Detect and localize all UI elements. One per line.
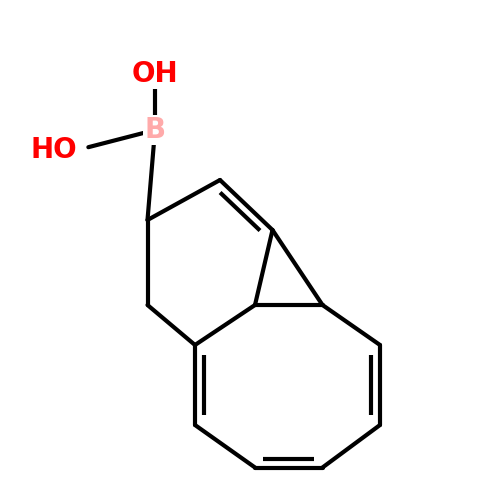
Text: HO: HO <box>31 136 78 164</box>
Text: OH: OH <box>132 60 178 88</box>
Text: B: B <box>144 116 166 144</box>
